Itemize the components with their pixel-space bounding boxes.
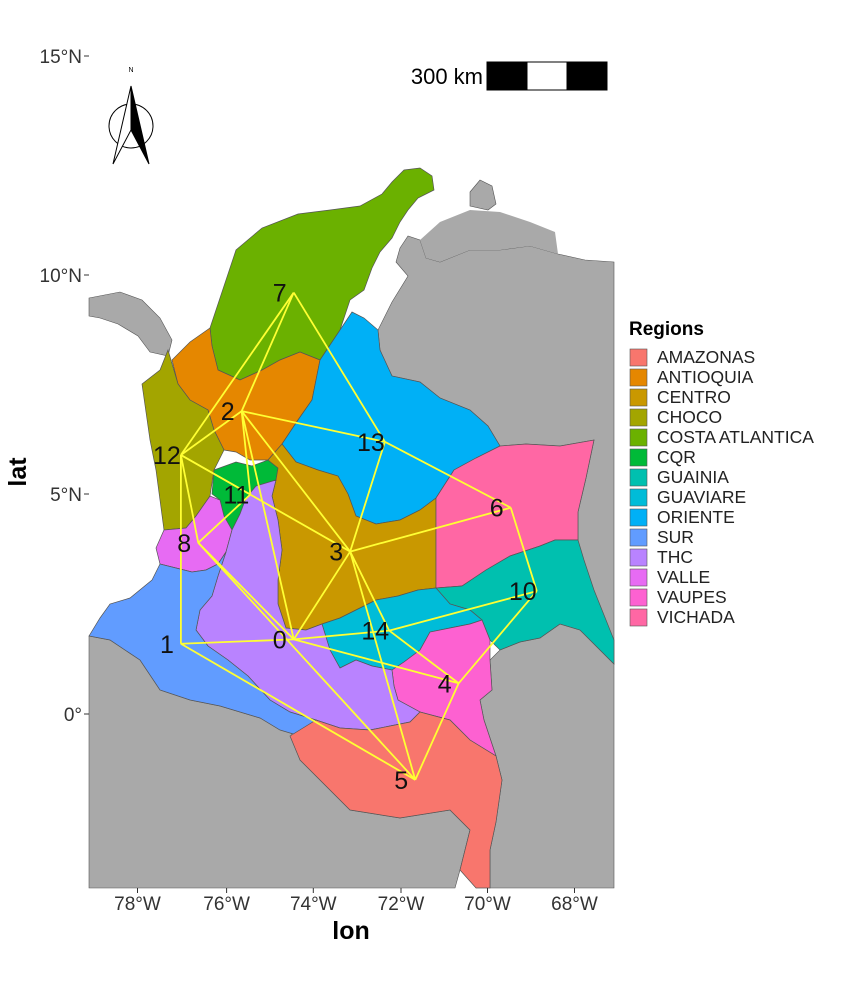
route-line: [349, 506, 511, 553]
legend-label: ANTIOQUIA: [657, 367, 754, 387]
north-arrow: N: [108, 67, 154, 165]
route-line: [197, 493, 251, 544]
node-label: 2: [221, 398, 235, 426]
route-line: [180, 454, 200, 543]
legend-label: SUR: [657, 527, 694, 547]
legend-label: AMAZONAS: [657, 347, 755, 367]
legend-label: VAUPES: [657, 587, 727, 607]
route-line: [388, 590, 538, 632]
y-axis: [84, 55, 89, 715]
x-tick-label: 70°W: [464, 894, 511, 915]
legend-swatch: [629, 368, 648, 387]
node-label: 11: [223, 482, 249, 510]
route-line: [240, 410, 252, 495]
legend-swatch: [629, 568, 648, 587]
legend-swatch: [629, 488, 648, 507]
node-label: 5: [394, 767, 408, 795]
legend-swatch: [629, 448, 648, 467]
route-line: [388, 629, 460, 684]
legend-title: Regions: [629, 319, 704, 340]
legend-swatch: [629, 468, 648, 487]
legend-label: THC: [657, 547, 693, 567]
legend-label: CQR: [657, 447, 696, 467]
legend-swatch: [629, 428, 648, 447]
node-label: 12: [153, 442, 181, 470]
legend-swatch: [629, 508, 648, 527]
node-label: 7: [273, 280, 287, 308]
legend-swatch: [629, 388, 648, 407]
y-tick-label: 10°N: [40, 266, 82, 287]
legend-label: GUAINIA: [657, 467, 729, 487]
legend-label: ORIENTE: [657, 507, 735, 527]
legend-swatch: [629, 408, 648, 427]
scale-bar-label: 300 km: [411, 64, 483, 89]
legend-swatch: [629, 528, 648, 547]
route-line: [240, 410, 351, 553]
route-line: [384, 441, 512, 509]
y-tick-label: 0°: [64, 705, 82, 726]
legend-swatch: [629, 348, 648, 367]
route-line: [509, 507, 538, 592]
x-axis-title: lon: [332, 917, 370, 945]
route-line: [180, 642, 416, 781]
node-label: 13: [357, 429, 385, 457]
region-amazonas[interactable]: [289, 711, 503, 889]
route-line: [349, 441, 386, 552]
node-label: 14: [361, 618, 389, 646]
node-label: 6: [490, 495, 504, 523]
node-label: 1: [160, 631, 174, 659]
route-line: [197, 542, 416, 781]
x-tick-label: 68°W: [551, 894, 598, 915]
y-tick-label: 15°N: [40, 47, 82, 68]
legend-label: GUAVIARE: [657, 487, 746, 507]
route-line: [240, 410, 295, 640]
y-axis-title: lat: [4, 457, 32, 487]
route-line: [180, 410, 243, 456]
node-label: 4: [438, 670, 452, 698]
route-line: [293, 629, 390, 641]
legend-label: CHOCO: [657, 407, 722, 427]
route-line: [241, 410, 386, 443]
x-tick-label: 76°W: [203, 894, 250, 915]
x-tick-label: 74°W: [290, 894, 337, 915]
route-line: [180, 638, 294, 645]
route-line: [349, 551, 417, 781]
scale-bar: 300 km: [411, 61, 608, 91]
legend-swatch: [629, 608, 648, 627]
route-line: [292, 551, 351, 640]
node-label: 8: [177, 530, 191, 558]
route-line: [457, 590, 538, 684]
route-line: [414, 682, 460, 781]
legend-label: COSTA ATLANTICA: [657, 427, 814, 447]
region-polygons: [88, 167, 615, 889]
legend-swatch: [629, 548, 648, 567]
legend-label: VICHADA: [657, 607, 735, 627]
x-tick-label: 72°W: [378, 894, 425, 915]
route-line: [240, 292, 295, 412]
legend-swatch: [629, 588, 648, 607]
node-label: 0: [273, 626, 287, 654]
x-tick-label: 78°W: [114, 894, 161, 915]
legend-label: CENTRO: [657, 387, 731, 407]
north-label: N: [128, 67, 133, 74]
route-network: [179, 292, 538, 781]
x-axis: [137, 888, 575, 893]
route-line: [293, 638, 459, 685]
route-line: [180, 292, 295, 456]
y-tick-label: 5°N: [50, 485, 82, 506]
region-choco[interactable]: [141, 348, 225, 531]
node-label: 10: [509, 578, 537, 606]
route-line: [349, 551, 391, 631]
route-line: [292, 292, 386, 443]
node-label: 3: [329, 539, 343, 567]
route-line: [180, 454, 351, 553]
legend: Regions AMAZONASANTIOQUIACENTROCHOCOCOST…: [629, 319, 814, 627]
legend-label: VALLE: [657, 567, 710, 587]
